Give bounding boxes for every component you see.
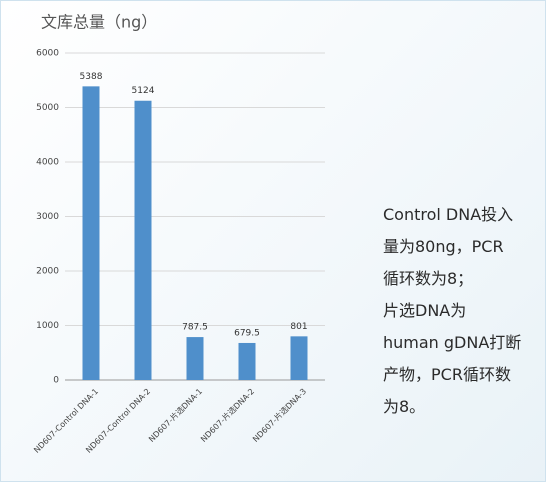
y-tick-label: 1000 [36,321,59,331]
annotation-line: 片选DNA为 [383,301,467,320]
x-tick-label: ND607-片选DNA-3 [250,386,308,444]
chart-title: 文库总量（ng） [41,13,157,32]
y-tick-label: 0 [53,376,59,386]
y-tick-label: 5000 [36,103,59,113]
y-tick-label: 6000 [36,49,59,59]
annotation: Control DNA投入 量为80ng，PCR 循环数为8； 片选DNA为 human… [383,199,543,423]
bar [238,342,256,380]
data-label: 5124 [132,86,155,96]
y-tick-label: 3000 [36,212,59,222]
y-tick-label: 4000 [36,158,59,168]
annotation-line: 产物，PCR循环数 [383,365,511,384]
annotation-line: Control DNA投入 [383,205,514,224]
annotation-line: 循环数为8； [383,269,474,288]
bar [290,336,308,380]
data-label: 679.5 [234,328,260,338]
annotation-line: human gDNA打断 [383,333,522,352]
data-label: 5388 [80,72,103,82]
x-tick-label: ND607-片选DNA-1 [146,386,204,444]
y-tick-label: 2000 [36,267,59,277]
bar [134,100,152,380]
annotation-line: 为8。 [383,397,426,416]
bar [82,86,100,380]
data-label: 801 [290,322,307,332]
bar [186,337,204,380]
data-label: 787.5 [182,323,208,333]
annotation-line: 量为80ng，PCR [383,237,504,256]
x-tick-label: ND607-片选DNA-2 [198,386,256,444]
